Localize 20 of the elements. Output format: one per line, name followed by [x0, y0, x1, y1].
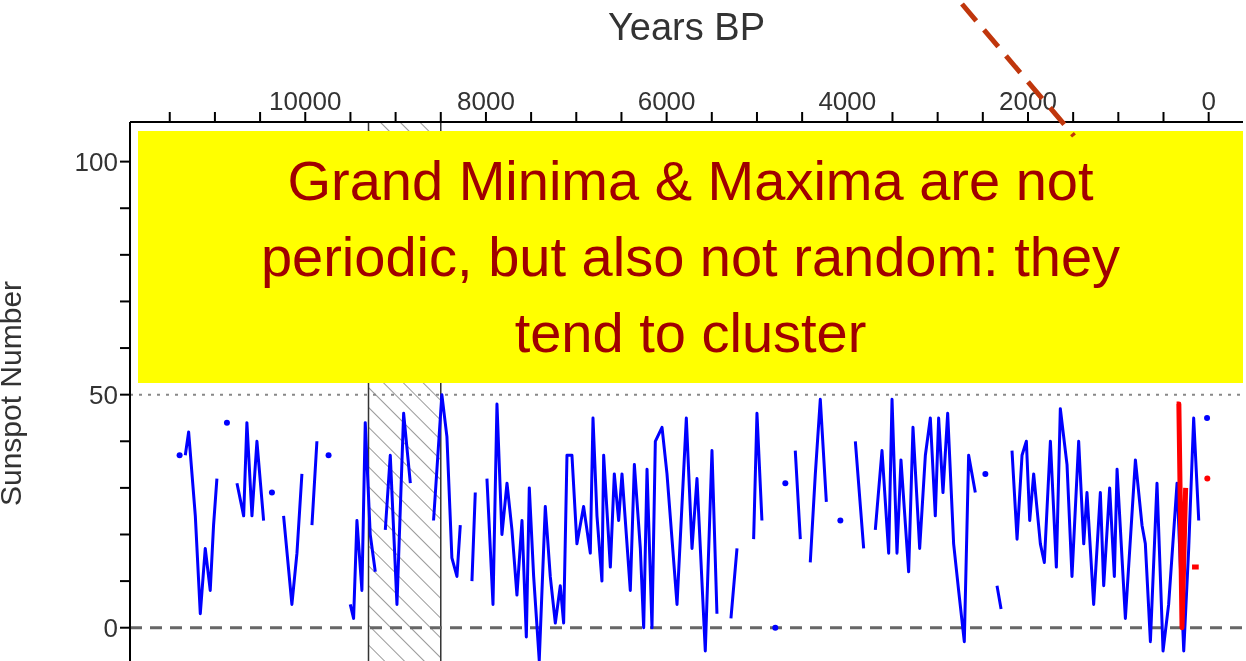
point — [982, 470, 989, 477]
point — [325, 452, 332, 459]
x-tick-label: 0 — [1201, 86, 1216, 116]
y-tick-label: 50 — [89, 379, 118, 410]
point — [772, 624, 779, 631]
point — [1204, 475, 1211, 482]
y-tick-label: 0 — [103, 612, 118, 643]
point — [837, 517, 844, 524]
callout-box: Grand Minima & Maxima are not periodic, but also not random: they tend to cluster — [138, 131, 1243, 383]
point — [782, 480, 789, 487]
point — [223, 419, 230, 426]
y-tick-label: 100 — [74, 146, 118, 177]
x-tick-label: 4000 — [818, 86, 877, 116]
x-axis-title: Years BP — [607, 6, 766, 49]
x-tick-label: 10000 — [269, 86, 342, 116]
point — [176, 452, 183, 459]
point — [268, 489, 275, 496]
x-tick-label: 6000 — [637, 86, 696, 116]
point — [1204, 414, 1211, 421]
x-tick-label: 8000 — [457, 86, 515, 116]
